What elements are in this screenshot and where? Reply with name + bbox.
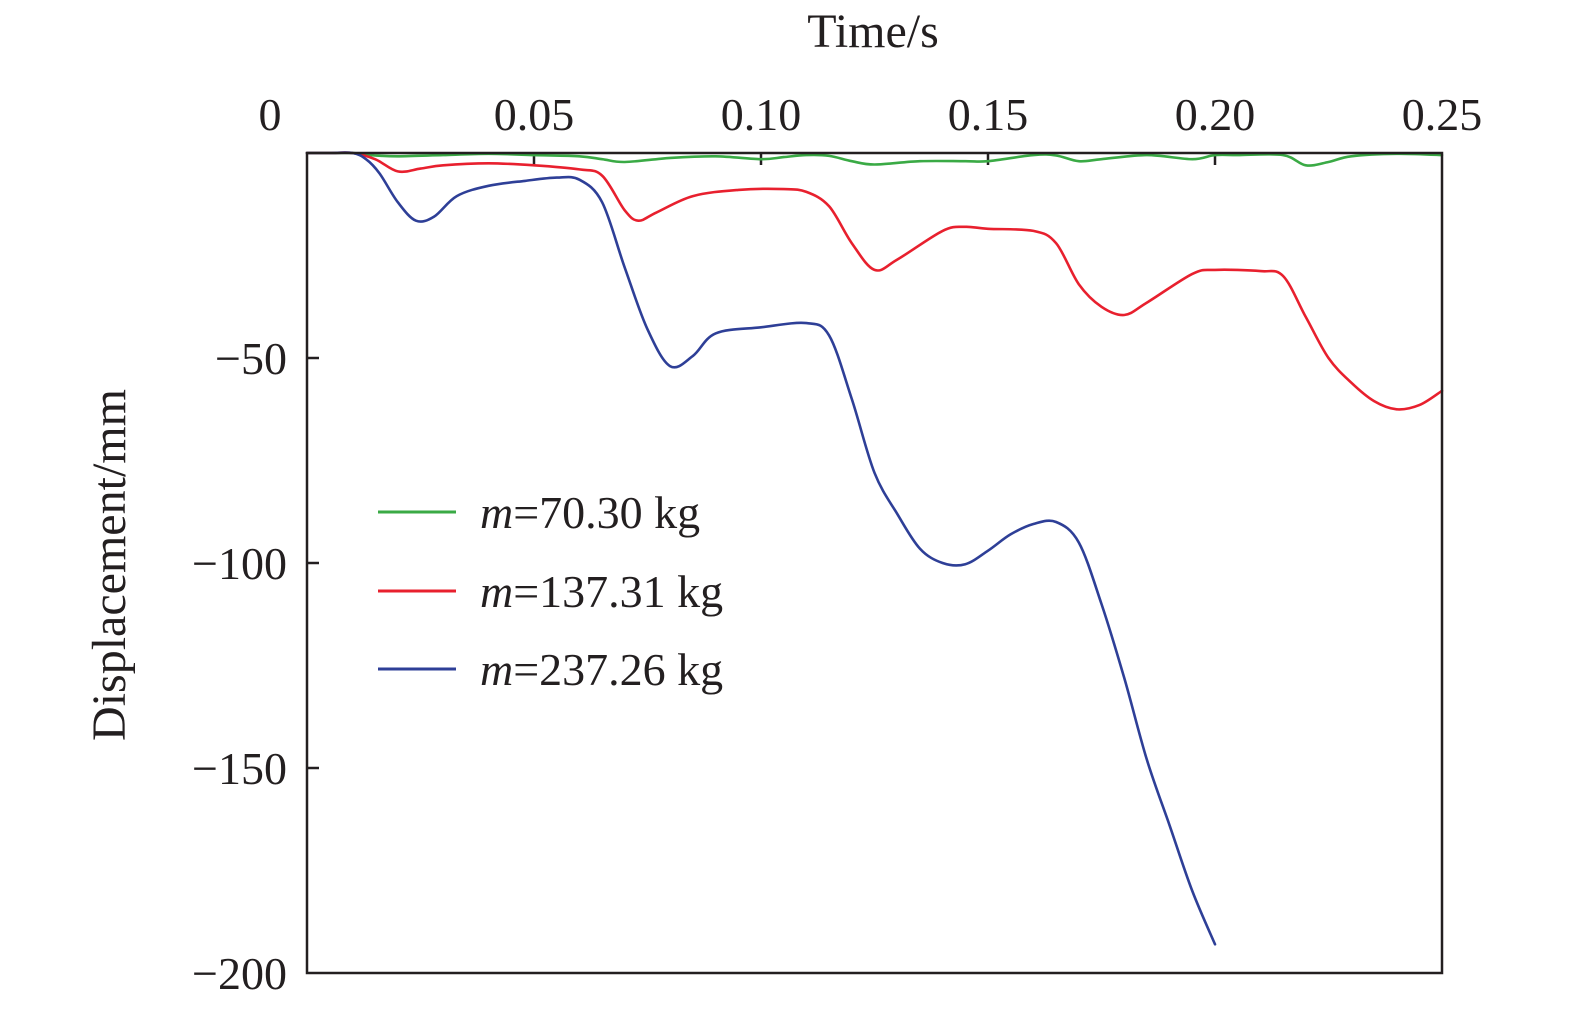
plot-frame bbox=[305, 151, 1444, 975]
x-axis-title: Time/s bbox=[807, 5, 939, 58]
x-axis: 0 0.05 0.10 0.15 0.20 0.25 bbox=[259, 89, 1483, 165]
legend-label-1: m=70.30 kg bbox=[480, 487, 700, 538]
x-tick-label: 0.25 bbox=[1402, 89, 1483, 140]
plot-lines bbox=[305, 151, 1444, 946]
x-tick-label: 0.20 bbox=[1175, 89, 1256, 140]
y-tick-label: −150 bbox=[192, 743, 287, 794]
y-axis-title: Displacement/mm bbox=[83, 389, 136, 741]
y-axis: −50 −100 −150 −200 bbox=[192, 333, 319, 999]
x-tick-label: 0.15 bbox=[948, 89, 1029, 140]
legend-label-2: m=137.31 kg bbox=[480, 566, 723, 617]
series-line-2 bbox=[305, 151, 1444, 411]
legend: m=70.30 kg m=137.31 kg m=237.26 kg bbox=[378, 487, 723, 695]
y-tick-label: −200 bbox=[192, 948, 287, 999]
x-tick-label: 0 bbox=[259, 89, 282, 140]
y-tick-label: −50 bbox=[215, 333, 287, 384]
series-line-3 bbox=[305, 151, 1217, 946]
y-tick-label: −100 bbox=[192, 538, 287, 589]
x-tick-label: 0.05 bbox=[494, 89, 575, 140]
legend-label-3: m=237.26 kg bbox=[480, 644, 723, 695]
x-tick-label: 0.10 bbox=[721, 89, 802, 140]
